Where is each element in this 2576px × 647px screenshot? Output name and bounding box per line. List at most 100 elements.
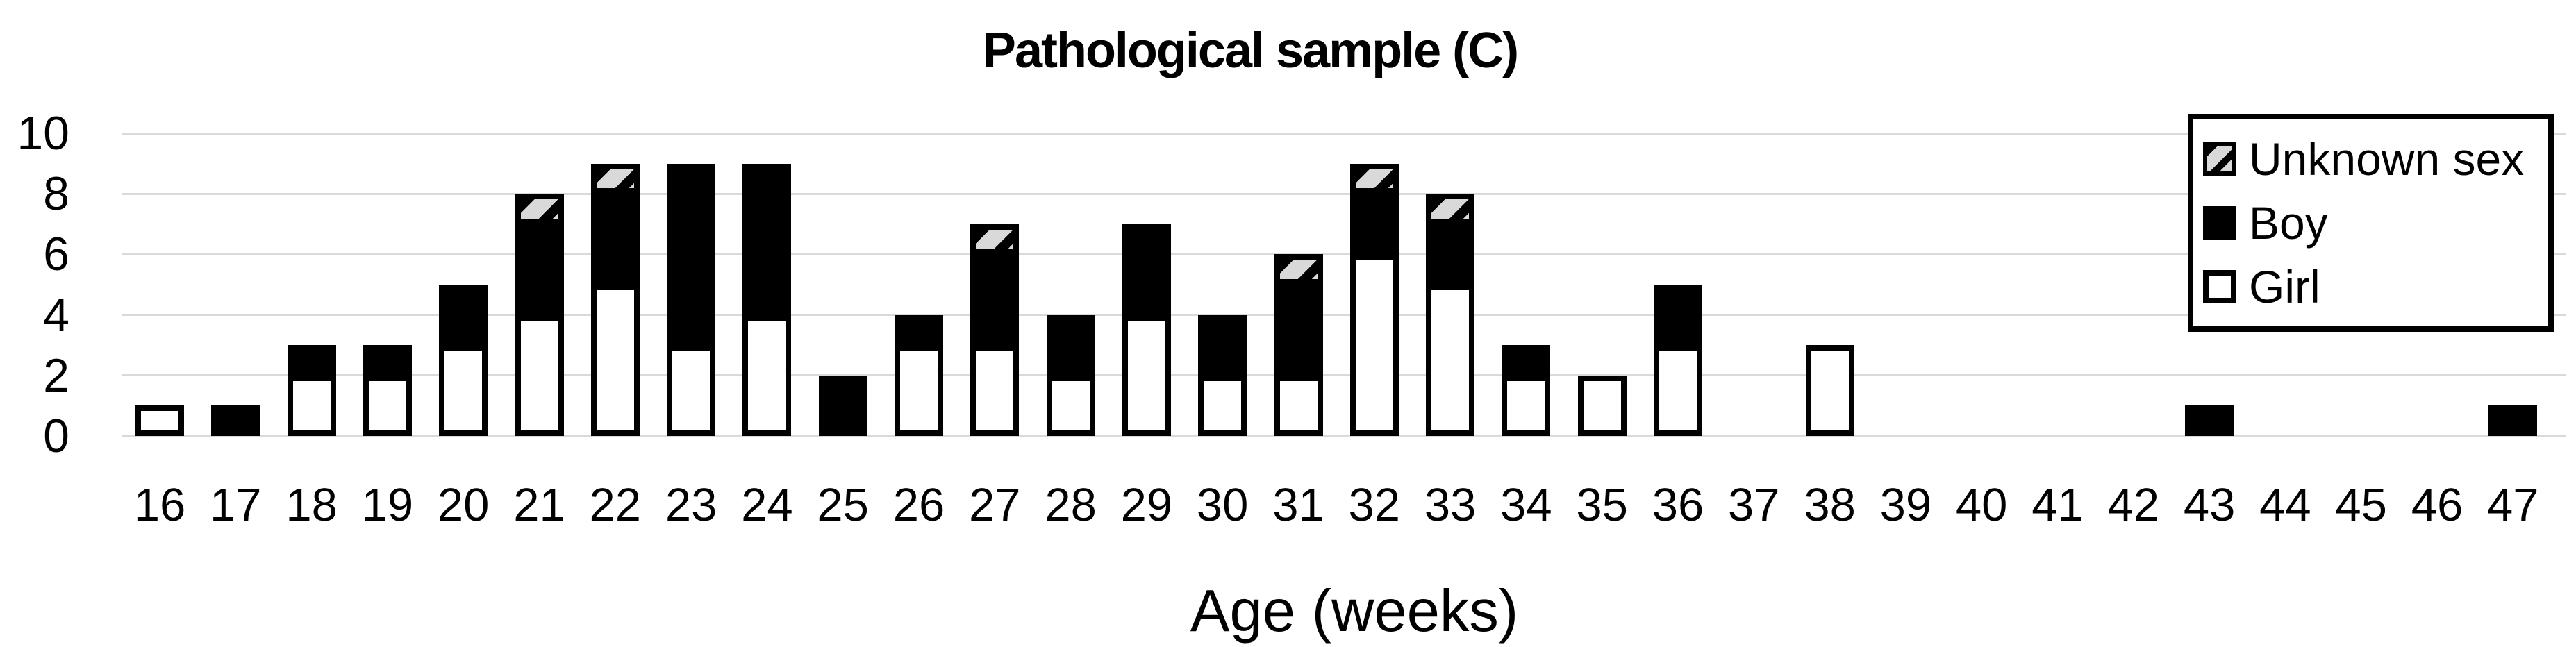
bar-segment-girl-week-16 (135, 405, 184, 436)
bar-segment-boy-week-30 (1198, 314, 1247, 376)
bar-segment-boy-week-47 (2488, 405, 2538, 436)
black-square-swatch-icon (2203, 206, 2236, 240)
bar-segment-girl-week-38 (1805, 345, 1854, 436)
y-tick-label-8: 8 (43, 167, 69, 221)
bar-segment-girl-week-21 (515, 314, 564, 436)
bar-segment-unknown-week-21 (515, 194, 564, 224)
gridline-y-2 (122, 374, 2566, 377)
bar-segment-boy-week-43 (2185, 405, 2234, 436)
x-tick-label-28: 28 (1045, 479, 1097, 531)
legend-label-girl: Girl (2249, 261, 2320, 312)
bar-segment-boy-week-36 (1654, 285, 1702, 346)
bar-segment-boy-week-33 (1426, 224, 1475, 285)
legend-label-boy: Boy (2249, 197, 2328, 249)
bar-segment-boy-week-18 (287, 345, 336, 376)
bar-segment-girl-week-19 (363, 375, 412, 436)
bar-segment-girl-week-23 (667, 345, 716, 436)
x-tick-label-47: 47 (2487, 479, 2539, 531)
bar-segment-girl-week-20 (439, 345, 488, 436)
x-tick-label-20: 20 (437, 479, 490, 531)
bar-segment-boy-week-25 (818, 375, 867, 436)
y-tick-label-0: 0 (43, 410, 69, 462)
x-tick-label-22: 22 (589, 479, 642, 531)
bar-segment-girl-week-29 (1122, 314, 1171, 436)
bar-segment-boy-week-21 (515, 224, 564, 315)
bar-segment-unknown-week-22 (590, 163, 640, 194)
gridline-y-6 (122, 253, 2566, 255)
bar-segment-girl-week-35 (1577, 375, 1627, 436)
bar-segment-unknown-week-32 (1349, 163, 1399, 194)
bar-segment-girl-week-22 (590, 285, 640, 436)
x-tick-label-21: 21 (513, 479, 565, 531)
bar-segment-unknown-week-31 (1274, 254, 1323, 285)
bar-segment-boy-week-19 (363, 345, 412, 376)
bar-segment-unknown-week-33 (1426, 194, 1475, 224)
hatched-swatch-icon (2203, 142, 2236, 176)
x-tick-label-18: 18 (285, 479, 338, 531)
bar-segment-boy-week-20 (439, 285, 488, 346)
gridline-y-10 (122, 132, 2566, 135)
bar-segment-girl-week-30 (1198, 375, 1247, 436)
x-tick-label-40: 40 (1955, 479, 2008, 531)
bar-segment-girl-week-24 (742, 314, 792, 436)
bar-segment-girl-week-31 (1274, 375, 1323, 436)
bar-segment-boy-week-24 (742, 163, 792, 315)
x-tick-label-19: 19 (361, 479, 414, 531)
gridline-y-4 (122, 314, 2566, 317)
y-tick-label-10: 10 (17, 107, 69, 160)
x-axis-title: Age (weeks) (1190, 578, 1519, 644)
bar-segment-boy-week-32 (1349, 194, 1399, 255)
legend-label-unknown-sex: Unknown sex (2249, 133, 2525, 185)
white-square-swatch-icon (2203, 270, 2236, 303)
bar-segment-boy-week-27 (970, 254, 1020, 346)
x-tick-label-24: 24 (741, 479, 793, 531)
x-tick-label-33: 33 (1424, 479, 1477, 531)
x-tick-label-39: 39 (1879, 479, 1932, 531)
bar-segment-girl-week-26 (895, 345, 943, 436)
bar-segment-girl-week-34 (1502, 375, 1551, 436)
x-tick-label-37: 37 (1728, 479, 1780, 531)
bar-segment-girl-week-33 (1426, 285, 1475, 436)
bar-segment-boy-week-26 (895, 314, 943, 346)
x-tick-label-41: 41 (2031, 479, 2084, 531)
y-tick-label-4: 4 (43, 288, 69, 342)
x-tick-label-26: 26 (892, 479, 945, 531)
x-tick-label-34: 34 (1500, 479, 1552, 531)
x-tick-label-42: 42 (2107, 479, 2160, 531)
legend-row-unknown-sex: Unknown sex (2203, 135, 2548, 183)
legend-box: Unknown sex Boy Girl (2188, 114, 2554, 332)
x-tick-label-27: 27 (969, 479, 1021, 531)
x-tick-label-36: 36 (1652, 479, 1704, 531)
chart-title: Pathological sample (C) (982, 23, 1519, 78)
gridline-y-0 (122, 435, 2566, 437)
x-tick-label-29: 29 (1120, 479, 1173, 531)
x-tick-label-45: 45 (2335, 479, 2387, 531)
bar-segment-girl-week-36 (1654, 345, 1702, 436)
x-tick-label-17: 17 (210, 479, 262, 531)
bar-segment-girl-week-18 (287, 375, 336, 436)
x-tick-label-35: 35 (1576, 479, 1628, 531)
bar-segment-boy-week-29 (1122, 224, 1171, 315)
bar-segment-unknown-week-27 (970, 224, 1020, 255)
legend-row-girl: Girl (2203, 262, 2548, 311)
bar-segment-girl-week-28 (1046, 375, 1095, 436)
y-tick-label-2: 2 (43, 348, 69, 402)
x-tick-label-25: 25 (817, 479, 869, 531)
bar-segment-boy-week-22 (590, 194, 640, 285)
bar-segment-boy-week-34 (1502, 345, 1551, 376)
legend-row-boy: Boy (2203, 199, 2548, 247)
x-tick-label-46: 46 (2411, 479, 2463, 531)
bar-segment-girl-week-27 (970, 345, 1020, 436)
x-tick-label-31: 31 (1272, 479, 1324, 531)
y-tick-label-6: 6 (43, 228, 69, 281)
bar-segment-boy-week-17 (211, 405, 260, 436)
x-tick-label-38: 38 (1804, 479, 1856, 531)
x-tick-label-43: 43 (2183, 479, 2236, 531)
x-tick-label-30: 30 (1196, 479, 1249, 531)
x-tick-label-23: 23 (665, 479, 717, 531)
x-tick-label-32: 32 (1348, 479, 1401, 531)
x-tick-label-16: 16 (133, 479, 186, 531)
bar-segment-girl-week-32 (1349, 254, 1399, 436)
gridline-y-8 (122, 192, 2566, 195)
bar-segment-boy-week-28 (1046, 314, 1095, 376)
